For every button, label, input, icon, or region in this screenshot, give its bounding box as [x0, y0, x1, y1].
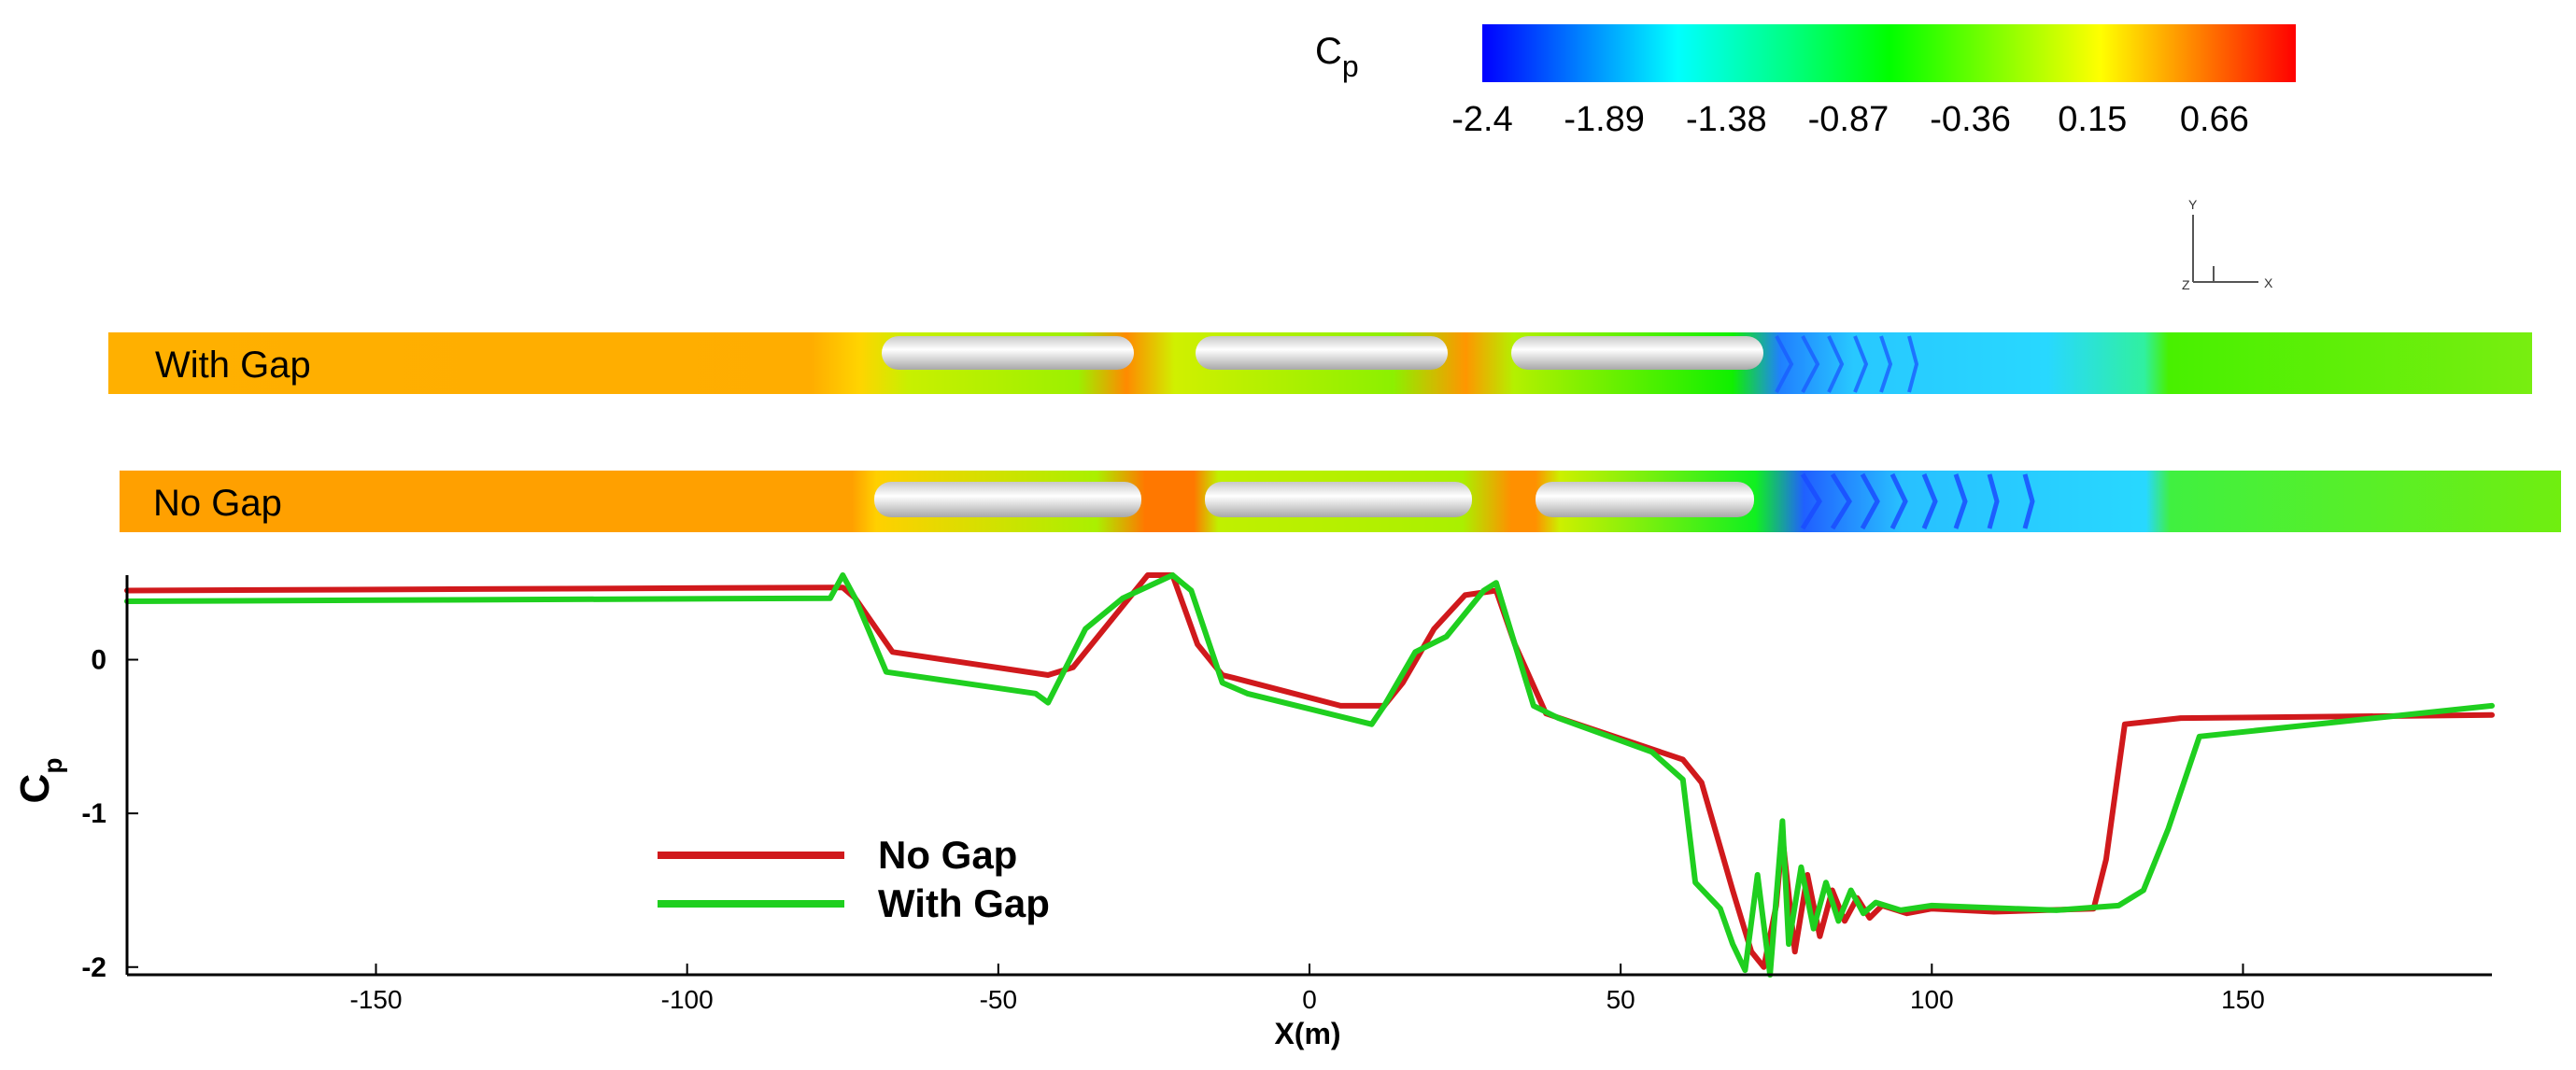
with-gap-panel: With Gap	[108, 332, 2532, 394]
shock-waves	[1775, 335, 1919, 393]
no-gap-car-1	[874, 482, 1141, 517]
legend-label-with-gap: With Gap	[878, 881, 1050, 925]
colorbar-tick-label: -0.87	[1808, 100, 1890, 139]
triad-y-label: Y	[2188, 197, 2198, 212]
legend-label-no-gap: No Gap	[878, 833, 1017, 877]
x-tick-label: 50	[1606, 985, 1635, 1014]
with-gap-car-3	[1511, 336, 1763, 370]
y-ticks: 0 -1 -2	[81, 645, 138, 983]
no-gap-label: No Gap	[153, 483, 282, 524]
cp-line-chart: -150 -100 -50 0 50 100 150 0 -1 -2 X(m) Cp No Ga…	[12, 572, 2495, 1050]
triad-x-label: X	[2264, 275, 2273, 290]
y-tick-label: -2	[81, 952, 106, 983]
no-gap-panel: No Gap	[120, 471, 2561, 532]
colorbar-tick-label: -0.36	[1930, 100, 2011, 139]
shock-waves	[1800, 472, 2035, 530]
colorbar-ticks: -2.4 -1.89 -1.38 -0.87 -0.36 0.15 0.66	[1451, 100, 2249, 139]
colorbar-tick-label: 0.66	[2180, 100, 2249, 139]
colorbar-tick-label: -2.4	[1451, 100, 1512, 139]
x-tick-label: -100	[661, 985, 714, 1014]
colorbar-gradient	[1482, 24, 2296, 82]
no-gap-car-2	[1205, 482, 1472, 517]
x-tick-label: -150	[350, 985, 403, 1014]
series-line-with-gap	[124, 572, 2495, 978]
series-layer	[124, 572, 2495, 978]
x-axis-label: X(m)	[1274, 1017, 1340, 1050]
x-ticks: -150 -100 -50 0 50 100 150	[350, 964, 2265, 1014]
with-gap-car-1	[882, 336, 1134, 370]
colorbar-tick-label: 0.15	[2058, 100, 2127, 139]
y-tick-label: 0	[91, 645, 106, 676]
colorbar-label: Cp	[1315, 31, 1359, 83]
no-gap-car-3	[1536, 482, 1754, 517]
with-gap-car-2	[1196, 336, 1448, 370]
colorbar-tick-label: -1.38	[1686, 100, 1767, 139]
with-gap-label: With Gap	[155, 345, 311, 386]
x-tick-label: 0	[1302, 985, 1317, 1014]
x-tick-label: 150	[2221, 985, 2265, 1014]
colorbar: Cp -2.4 -1.89 -1.38 -0.87 -0.36 0.15 0.66	[1315, 24, 2296, 139]
colorbar-tick-label: -1.89	[1564, 100, 1645, 139]
axis-triad-icon: Y X Z	[2182, 197, 2273, 292]
triad-z-label: Z	[2182, 277, 2190, 292]
x-tick-label: -50	[980, 985, 1017, 1014]
series-line-no-gap	[124, 572, 2495, 970]
y-tick-label: -1	[81, 798, 106, 829]
y-axis-label: Cp	[12, 758, 67, 804]
legend: No Gap With Gap	[658, 833, 1050, 925]
x-tick-label: 100	[1910, 985, 1954, 1014]
